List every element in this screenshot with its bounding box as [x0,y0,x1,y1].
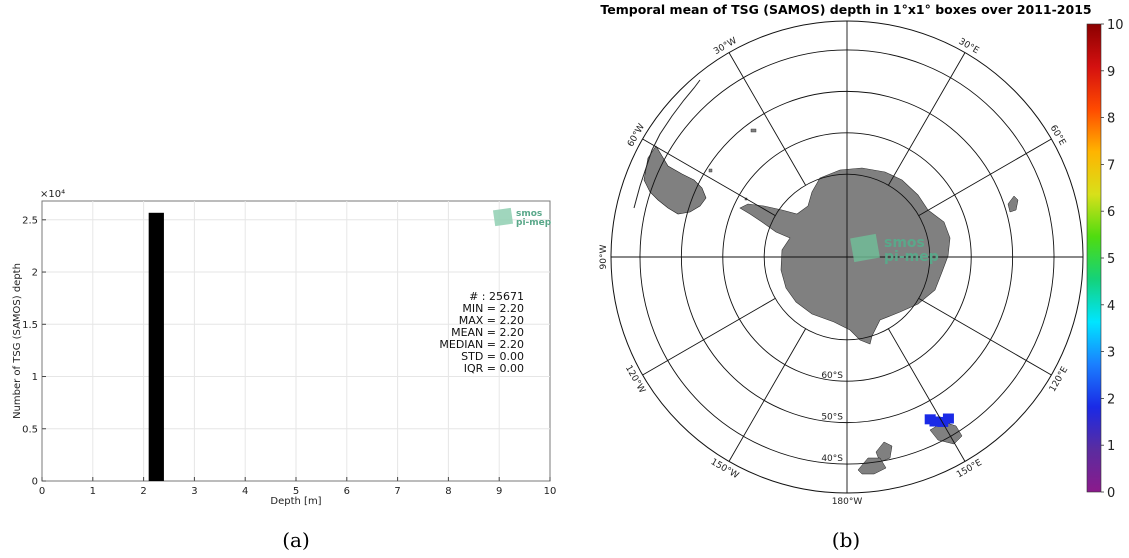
x-axis-label: Depth [m] [270,496,321,507]
colorbar-tick-label: 5 [1107,252,1115,267]
south-america-coast [633,79,701,209]
x-tick-label: 4 [242,486,248,497]
polar-map-panel: Temporal mean of TSG (SAMOS) depth in 1°… [599,2,1124,507]
logo-small: smos pi-mep [492,207,552,228]
y-tick-label: 2 [32,268,38,279]
histogram-bars [148,212,164,481]
longitude-label: 180°W [832,497,863,507]
y-tick-label: 1.5 [22,320,38,331]
logo-mark [850,233,880,263]
x-tick-label: 1 [90,486,96,497]
y-axis-label: Number of TSG (SAMOS) depth [12,263,23,419]
latitude-label: 50°S [821,413,843,423]
south-america-landmass [643,145,707,215]
colorbar-tick-label: 6 [1107,205,1115,220]
logo-text-2: pi-mep [516,218,552,228]
colorbar-tick-label: 4 [1107,299,1115,314]
x-tick-label: 8 [445,486,451,497]
colorbar-tick-label: 8 [1107,112,1115,127]
stat-line: # : 25671 [469,290,524,303]
meridian [726,328,806,466]
island [708,168,713,173]
caption-b: (b) [832,528,860,552]
logo-text-2: pi-mep [884,249,939,265]
colorbar-ticks: 0 1 2 3 4 5 6 7 8 9 10 [1101,18,1124,501]
colorbar-tick-label: 0 [1107,486,1115,501]
meridian [726,48,806,186]
stat-line: MIN = 2.20 [462,302,524,315]
map-outer-border [610,20,1084,494]
colorbar-tick-label: 2 [1107,392,1115,407]
logo-mark [492,207,514,227]
meridian [888,328,968,466]
map-title: Temporal mean of TSG (SAMOS) depth in 1°… [600,2,1091,17]
y-tick-label: 0.5 [22,424,38,435]
colorbar-tick-label: 1 [1107,439,1115,454]
y-exponent-label: ×10⁴ [40,189,65,200]
y-tick-label: 0 [32,477,38,488]
x-tick-label: 0 [39,486,45,497]
map-body [611,21,1083,493]
meridian-lines [611,21,1083,493]
logo-text-1: smos [884,235,925,251]
stat-line: MAX = 2.20 [459,314,524,327]
data-cell [942,413,954,424]
colorbar-tick-label: 9 [1107,65,1115,80]
colorbar-tick-label: 3 [1107,346,1115,361]
latitude-label: 40°S [821,454,843,464]
x-tick-label: 7 [394,486,400,497]
x-tick-label: 5 [293,486,299,497]
meridian [638,298,776,378]
meridian [638,136,776,216]
histogram-bar [148,212,164,481]
meridian [888,48,968,186]
latitude-label: 60°S [821,371,843,381]
stat-line: IQR = 0.00 [464,362,524,375]
caption-a: (a) [282,528,310,552]
africa-tip [1007,195,1019,213]
meridian [918,298,1056,378]
meridian [918,136,1056,216]
logo-large: smos pi-mep [850,233,939,265]
histogram-grid [41,201,551,482]
stat-line: MEDIAN = 2.20 [439,338,524,351]
data-cell [924,414,936,425]
x-tick-label: 2 [140,486,146,497]
x-tick-label: 10 [544,486,557,497]
x-tick-label: 6 [344,486,350,497]
stat-line: MEAN = 2.20 [451,326,524,339]
y-tick-labels: 0 0.5 1 1.5 2 2.5 [22,215,38,487]
longitude-label: 90°W [599,244,609,269]
logo-text-1: smos [516,209,542,219]
x-tick-labels: 0 1 2 3 4 5 6 7 8 9 10 [39,486,557,497]
colorbar-tick-label: 7 [1107,158,1115,173]
colorbar [1086,23,1102,493]
histogram-panel: 0 1 2 3 4 5 6 7 8 9 10 0 0.5 1 1.5 2 2.5 ×10⁴ Depth [m]… [12,189,556,507]
x-tick-label: 9 [496,486,502,497]
colorbar-tick-label: 10 [1107,18,1124,33]
x-tick-label: 3 [191,486,197,497]
y-tick-label: 2.5 [22,215,38,226]
y-tick-label: 1 [32,372,38,383]
island [750,128,757,133]
stat-line: STD = 0.00 [461,350,524,363]
new-zealand-south [857,457,887,475]
latitude-labels: 60°S 50°S 40°S [821,371,843,464]
